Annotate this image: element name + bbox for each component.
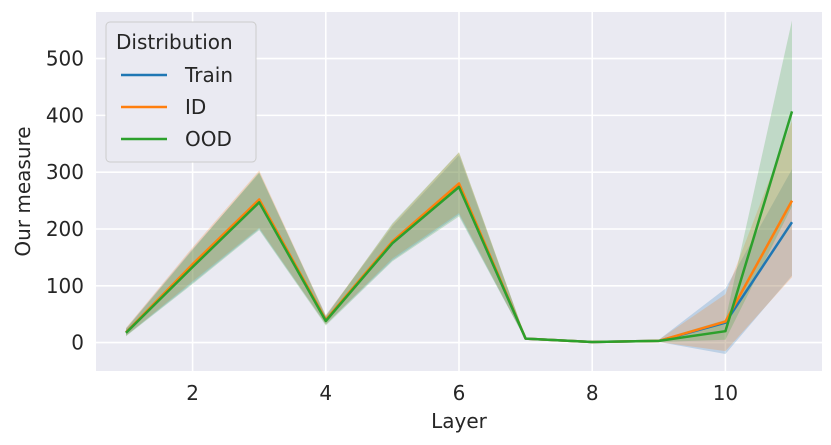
legend-label-ood: OOD (185, 127, 232, 151)
x-axis-label: Layer (431, 409, 488, 433)
y-tick-label: 300 (46, 160, 84, 184)
x-tick-label: 8 (586, 381, 599, 405)
x-tick-label: 4 (319, 381, 332, 405)
gridlines (96, 12, 822, 371)
confidence-band-train (126, 155, 792, 354)
x-tick-label: 2 (186, 381, 199, 405)
y-axis-label: Our measure (11, 126, 35, 256)
y-tick-label: 0 (71, 331, 84, 355)
legend: Distribution Train ID OOD (105, 21, 257, 163)
y-tick-label: 100 (46, 274, 84, 298)
y-tick-label: 400 (46, 103, 84, 127)
x-tick-label: 6 (453, 381, 466, 405)
series-lines (125, 111, 794, 344)
series-line-ood (125, 111, 794, 344)
legend-label-id: ID (185, 95, 206, 119)
y-tick-label: 500 (46, 47, 84, 71)
x-tick-labels: 2 4 6 8 10 (186, 381, 738, 405)
y-tick-labels: 0 100 200 300 400 500 (46, 47, 84, 355)
y-tick-label: 200 (46, 217, 84, 241)
legend-title: Distribution (116, 30, 233, 54)
legend-items: Train ID OOD (121, 63, 233, 151)
series-line-id (125, 182, 794, 344)
legend-label-train: Train (184, 63, 233, 87)
legend-box (105, 21, 257, 163)
x-tick-label: 10 (713, 381, 738, 405)
